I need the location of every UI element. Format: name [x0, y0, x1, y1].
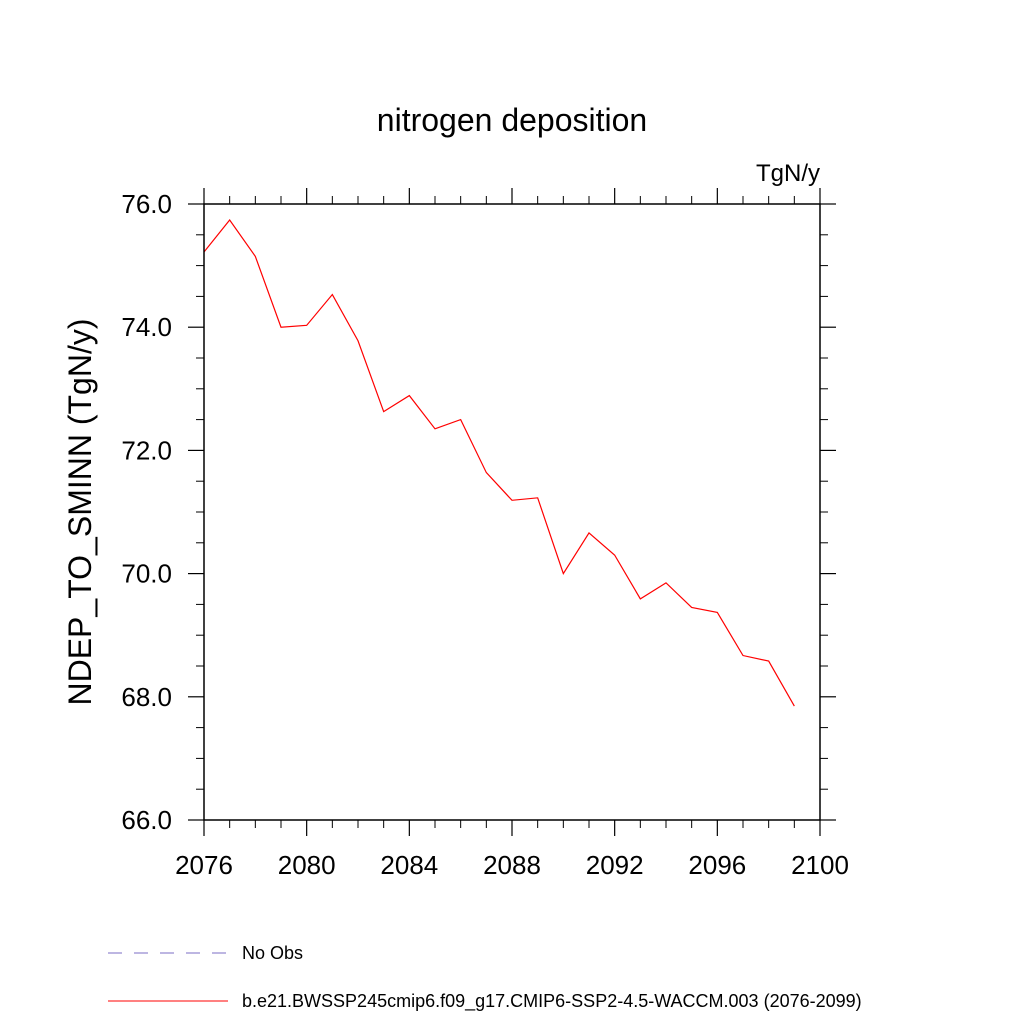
series-layer	[203, 219, 795, 707]
chart-title: nitrogen deposition	[377, 102, 647, 138]
x-tick-label: 2084	[380, 850, 438, 880]
axis-ticks	[188, 188, 836, 836]
legend-label-model: b.e21.BWSSP245cmip6.f09_g17.CMIP6-SSP2-4…	[242, 991, 862, 1012]
x-tick-label: 2100	[791, 850, 849, 880]
y-tick-label: 68.0	[121, 682, 172, 712]
tick-labels: 2076 2080 2084 2088 2092 2096 2100 66.0 68.0 70.0…	[121, 189, 849, 880]
plot-frame	[203, 203, 821, 821]
y-tick-label: 72.0	[121, 435, 172, 465]
x-tick-label: 2076	[175, 850, 233, 880]
x-tick-label: 2092	[586, 850, 644, 880]
y-tick-label: 66.0	[121, 805, 172, 835]
x-tick-label: 2080	[278, 850, 336, 880]
x-tick-label: 2096	[688, 850, 746, 880]
units-label: TgN/y	[756, 160, 820, 187]
y-tick-label: 76.0	[121, 189, 172, 219]
x-tick-label: 2088	[483, 850, 541, 880]
legend-label-no-obs: No Obs	[242, 943, 303, 963]
y-tick-label: 74.0	[121, 312, 172, 342]
y-tick-label: 70.0	[121, 559, 172, 589]
y-axis-label: NDEP_TO_SMINN (TgN/y)	[62, 318, 98, 705]
legend: No Obs b.e21.BWSSP245cmip6.f09_g17.CMIP6…	[108, 943, 862, 1012]
series-line	[203, 219, 795, 707]
